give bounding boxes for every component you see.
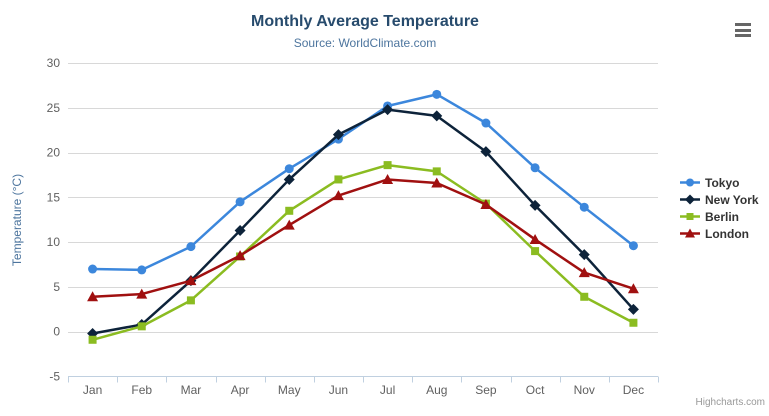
triangle-marker-icon[interactable] xyxy=(529,233,541,244)
square-marker-icon[interactable] xyxy=(629,318,638,327)
legend-square-icon xyxy=(680,213,700,220)
circle-marker-icon[interactable] xyxy=(235,197,245,207)
y-axis-label: 10 xyxy=(47,235,61,249)
hamburger-icon xyxy=(735,23,751,26)
y-axis-title: Temperature (°C) xyxy=(10,173,24,267)
circle-marker-icon[interactable] xyxy=(686,178,694,187)
diamond-marker-icon[interactable] xyxy=(234,224,246,236)
circle-marker-icon[interactable] xyxy=(137,265,147,275)
x-axis-label-jul: Jul xyxy=(380,383,395,397)
circle-marker-icon[interactable] xyxy=(530,163,540,173)
x-axis-label-nov: Nov xyxy=(574,383,595,397)
x-axis-label-mar: Mar xyxy=(181,383,202,397)
diamond-marker-icon[interactable] xyxy=(529,199,541,211)
y-axis-label: 5 xyxy=(53,280,60,294)
triangle-marker-icon[interactable] xyxy=(627,283,639,294)
diamond-marker-icon[interactable] xyxy=(283,173,295,185)
x-axis-label-jun: Jun xyxy=(329,383,348,397)
square-marker-icon[interactable] xyxy=(686,213,694,220)
y-axis-label: 20 xyxy=(47,146,61,160)
circle-marker-icon[interactable] xyxy=(628,241,638,251)
x-axis-label-apr: Apr xyxy=(231,383,250,397)
y-axis-label: 0 xyxy=(53,325,60,339)
series-new-york-line xyxy=(91,108,635,335)
x-axis-label-oct: Oct xyxy=(526,383,545,397)
legend-item-label: London xyxy=(705,226,749,241)
square-marker-icon[interactable] xyxy=(580,292,589,301)
chart-context-menu-button[interactable] xyxy=(735,22,751,38)
legend: Tokyo New York Berlin London xyxy=(680,174,759,242)
circle-marker-icon[interactable] xyxy=(88,264,98,274)
diamond-marker-icon[interactable] xyxy=(578,249,590,261)
diamond-marker-icon[interactable] xyxy=(685,194,695,205)
x-axis-label-aug: Aug xyxy=(426,383,447,397)
triangle-marker-icon[interactable] xyxy=(431,177,443,188)
y-axis-label: -5 xyxy=(49,370,60,384)
circle-marker-icon[interactable] xyxy=(481,118,491,128)
legend-item-berlin[interactable]: Berlin xyxy=(680,208,759,225)
square-marker-icon[interactable] xyxy=(285,206,294,215)
triangle-marker-icon[interactable] xyxy=(382,173,394,184)
x-axis-label-jan: Jan xyxy=(83,383,102,397)
legend-triangle-icon xyxy=(680,228,700,238)
triangle-marker-icon[interactable] xyxy=(234,250,246,261)
diamond-marker-icon[interactable] xyxy=(480,146,492,158)
series-berlin-line xyxy=(91,163,635,342)
diamond-marker-icon[interactable] xyxy=(332,129,344,141)
legend-item-label: Berlin xyxy=(705,209,740,224)
triangle-marker-icon[interactable] xyxy=(578,267,590,278)
triangle-marker-icon[interactable] xyxy=(283,219,295,230)
diamond-marker-icon[interactable] xyxy=(431,110,443,122)
series-tokyo xyxy=(88,89,638,275)
legend-item-new-york[interactable]: New York xyxy=(680,191,759,208)
square-marker-icon[interactable] xyxy=(137,322,146,331)
circle-marker-icon[interactable] xyxy=(284,164,294,174)
triangle-marker-icon[interactable] xyxy=(185,275,197,286)
x-axis-label-dec: Dec xyxy=(623,383,644,397)
triangle-marker-icon[interactable] xyxy=(136,288,148,299)
series-london xyxy=(87,173,639,302)
square-marker-icon[interactable] xyxy=(432,167,441,176)
legend-item-tokyo[interactable]: Tokyo xyxy=(680,174,759,191)
legend-item-label: New York xyxy=(705,192,759,207)
legend-diamond-icon xyxy=(680,194,700,205)
y-axis-label: 15 xyxy=(47,190,61,204)
square-marker-icon[interactable] xyxy=(334,175,343,184)
x-axis-label-sep: Sep xyxy=(475,383,497,397)
square-marker-icon[interactable] xyxy=(383,161,392,170)
triangle-marker-icon[interactable] xyxy=(332,190,344,201)
circle-marker-icon[interactable] xyxy=(186,242,196,252)
chart-subtitle: Source: WorldClimate.com xyxy=(293,36,437,50)
highcharts-credits-link[interactable]: Highcharts.com xyxy=(695,397,765,408)
series-tokyo-line xyxy=(91,93,635,272)
triangle-marker-icon[interactable] xyxy=(87,291,99,302)
square-marker-icon[interactable] xyxy=(186,296,195,305)
y-axis-label: 30 xyxy=(47,56,61,70)
series-new-york xyxy=(87,104,639,340)
diamond-marker-icon[interactable] xyxy=(382,104,394,116)
y-axis-label: 25 xyxy=(47,101,61,115)
x-axis-label-feb: Feb xyxy=(131,383,152,397)
circle-marker-icon[interactable] xyxy=(579,202,589,212)
series-london-line xyxy=(91,178,635,299)
diamond-marker-icon[interactable] xyxy=(627,303,639,315)
circle-marker-icon[interactable] xyxy=(432,89,442,99)
x-axis-label-may: May xyxy=(278,383,301,397)
triangle-marker-icon[interactable] xyxy=(685,228,695,238)
legend-item-london[interactable]: London xyxy=(680,225,759,242)
square-marker-icon[interactable] xyxy=(88,335,97,344)
legend-circle-icon xyxy=(680,178,700,187)
square-marker-icon[interactable] xyxy=(531,247,540,256)
chart-title: Monthly Average Temperature xyxy=(251,13,479,30)
legend-item-label: Tokyo xyxy=(705,175,740,190)
triangle-marker-icon[interactable] xyxy=(480,199,492,210)
